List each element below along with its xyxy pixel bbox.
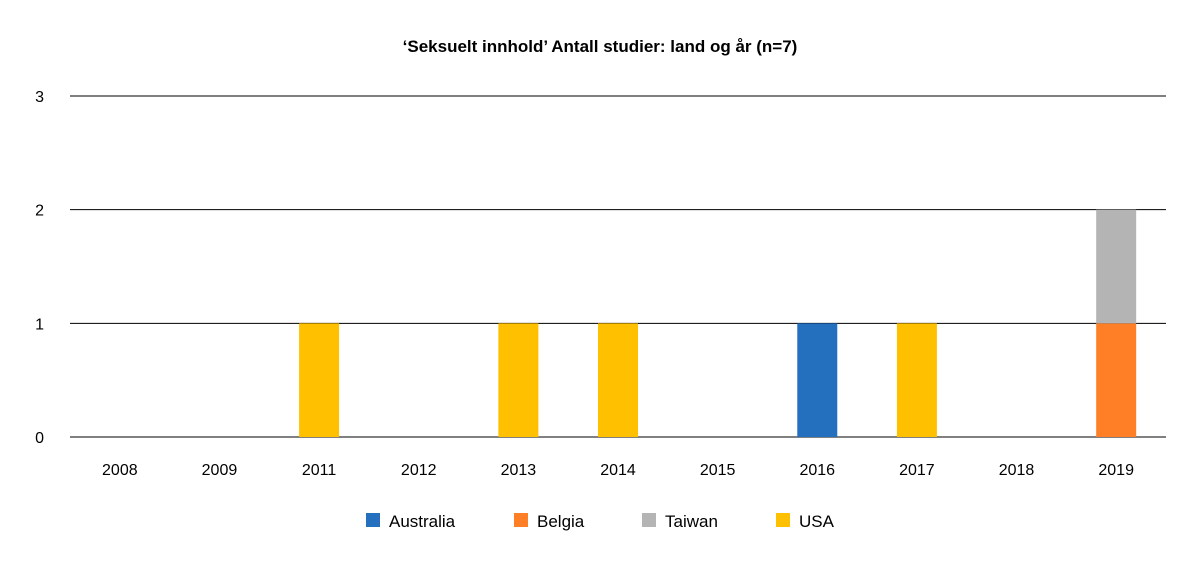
x-tick-label: 2015	[700, 462, 736, 479]
y-tick-label: 3	[35, 89, 44, 106]
legend-swatch	[642, 513, 656, 527]
legend-swatch	[366, 513, 380, 527]
legend: Australia Belgia Taiwan USA	[366, 512, 835, 531]
bar-belgia-2019	[1096, 323, 1137, 437]
legend-label: Australia	[389, 512, 456, 531]
bar-usa-2017	[896, 323, 937, 437]
y-tick-label: 0	[35, 430, 44, 447]
y-tick-label: 1	[35, 316, 44, 333]
legend-item-australia: Australia	[366, 512, 456, 531]
bar-taiwan-2019	[1096, 209, 1137, 324]
bar-usa-2011	[299, 323, 340, 437]
x-tick-label: 2013	[501, 462, 537, 479]
legend-swatch	[514, 513, 528, 527]
legend-item-taiwan: Taiwan	[642, 512, 718, 531]
x-tick-label: 2008	[102, 462, 138, 479]
legend-label: Belgia	[537, 512, 585, 531]
x-axis: 2008 2009 2011 2012 2013 2014 2015 2016 2017 2018…	[102, 462, 1134, 479]
x-tick-label: 2011	[302, 462, 337, 479]
y-tick-label: 2	[35, 203, 44, 220]
legend-swatch	[776, 513, 790, 527]
bar-usa-2013	[498, 323, 539, 437]
x-tick-label: 2014	[600, 462, 636, 479]
x-tick-label: 2012	[401, 462, 437, 479]
x-tick-label: 2019	[1098, 462, 1134, 479]
legend-item-belgia: Belgia	[514, 512, 585, 531]
bar-usa-2014	[598, 323, 638, 437]
x-tick-label: 2018	[999, 462, 1035, 479]
legend-label: Taiwan	[665, 512, 718, 531]
legend-item-usa: USA	[776, 512, 835, 531]
x-tick-label: 2017	[899, 462, 935, 479]
chart-title: ‘Seksuelt innhold’ Antall studier: land …	[403, 37, 798, 56]
legend-label: USA	[799, 512, 835, 531]
bars	[299, 209, 1137, 437]
x-tick-label: 2009	[202, 462, 238, 479]
bar-australia-2016	[797, 323, 838, 437]
y-axis: 0 1 2 3	[35, 89, 44, 447]
x-tick-label: 2016	[799, 462, 835, 479]
